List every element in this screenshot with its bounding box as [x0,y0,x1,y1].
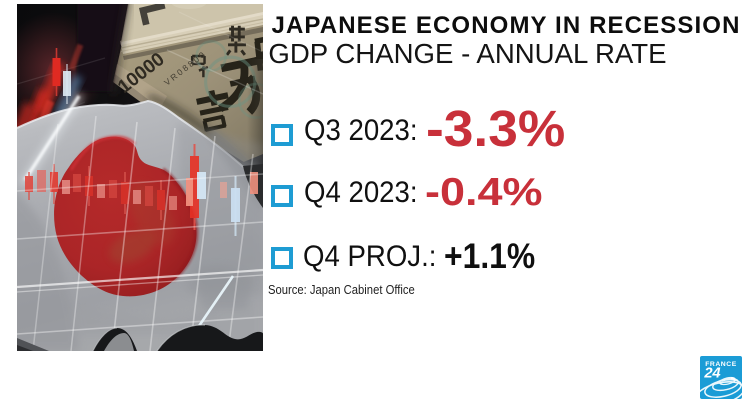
svg-text:FRANCE: FRANCE [705,361,737,368]
svg-text:24: 24 [703,366,720,382]
